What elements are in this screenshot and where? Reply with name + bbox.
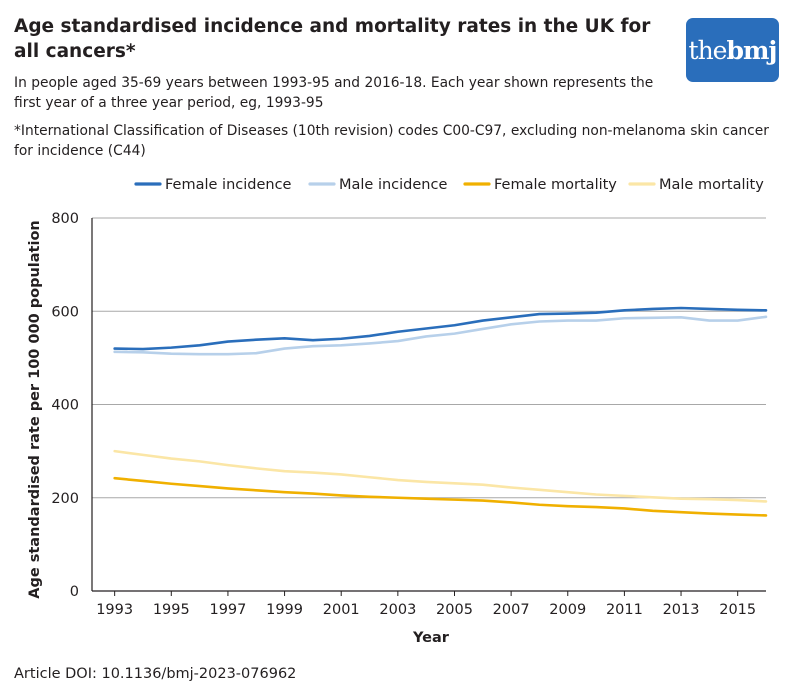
legend-label-male-incidence: Male incidence [339, 177, 447, 193]
x-tick-label: 2009 [549, 602, 586, 618]
legend-label-male-mortality: Male mortality [659, 177, 764, 193]
x-tick-label: 1995 [153, 602, 190, 618]
series-line-female-mortality [113, 476, 768, 517]
logo-text-the: the [688, 35, 728, 65]
legend-label-female-incidence: Female incidence [165, 177, 292, 193]
chart-title: Age standardised incidence and mortality… [14, 16, 651, 62]
y-tick-label: 400 [51, 398, 79, 414]
x-tick-label: 2007 [493, 602, 530, 618]
line-chart: 0 200 400 600 800 1993 1995 1997 1999 2001 2003 200… [27, 177, 768, 646]
chart-footnote: *International Classification of Disease… [14, 123, 769, 159]
legend-label-female-mortality: Female mortality [494, 177, 617, 193]
x-tick-label: 1997 [209, 602, 246, 618]
bmj-logo[interactable]: the bmj [686, 18, 779, 82]
article-doi: Article DOI: 10.1136/bmj-2023-076962 [14, 666, 297, 682]
x-tick-label: 2013 [663, 602, 700, 618]
y-tick-label: 200 [51, 491, 79, 507]
y-tick-label: 600 [51, 304, 79, 320]
x-tick-label: 1993 [96, 602, 133, 618]
x-tick-label: 2011 [606, 602, 643, 618]
chart-subtitle: In people aged 35-69 years between 1993-… [14, 75, 654, 111]
x-tick-label: 2003 [379, 602, 416, 618]
logo-text-bmj: bmj [726, 35, 777, 65]
x-tick-label: 2001 [323, 602, 360, 618]
series-line-male-mortality [113, 449, 768, 503]
x-tick-label: 2005 [436, 602, 473, 618]
x-axis-title: Year [412, 630, 450, 646]
x-tick-label: 1999 [266, 602, 303, 618]
x-tick-label: 2015 [719, 602, 756, 618]
y-axis-title: Age standardised rate per 100 000 popula… [27, 220, 43, 599]
y-tick-label: 800 [51, 211, 79, 227]
series-line-male-incidence [113, 315, 768, 356]
series-line-female-incidence [113, 306, 768, 351]
y-tick-label: 0 [70, 584, 79, 600]
